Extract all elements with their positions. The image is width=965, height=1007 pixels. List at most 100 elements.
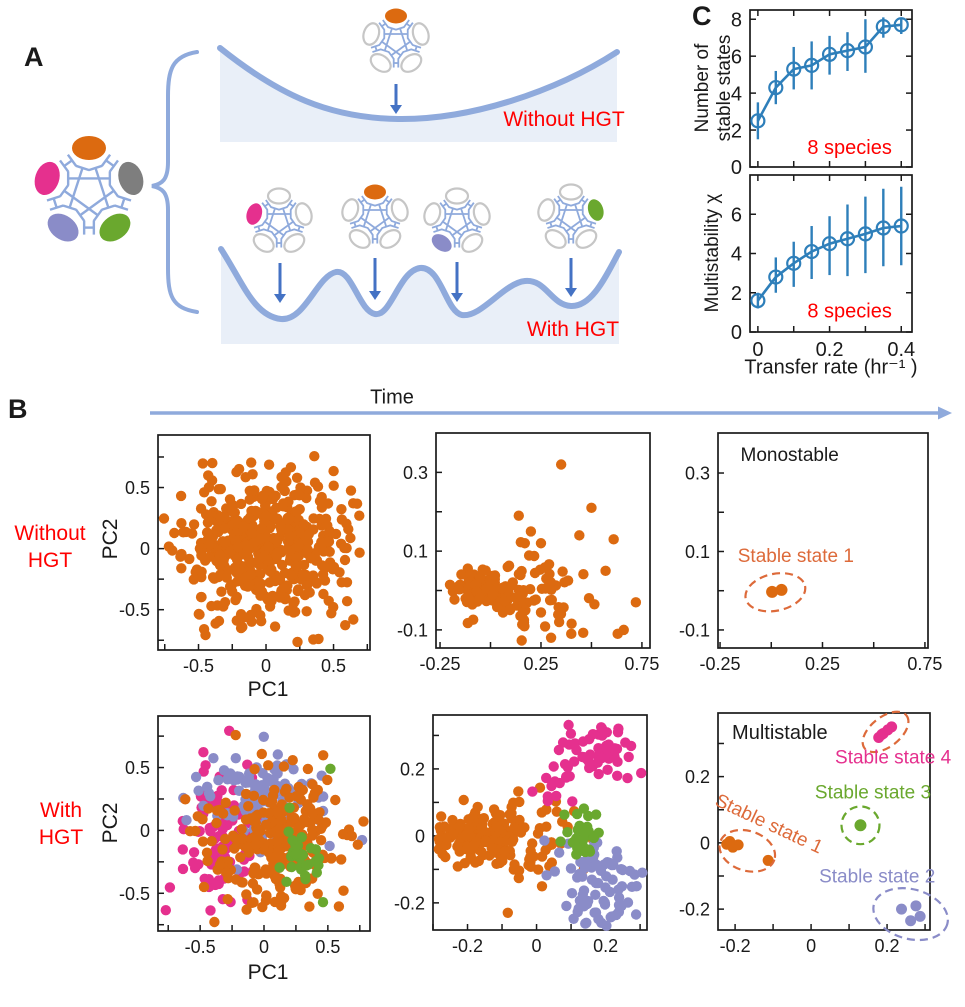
scatter-point — [220, 537, 231, 549]
scatter-point — [309, 477, 321, 488]
x-tick-label: 0.5 — [315, 937, 340, 957]
scatter-point — [540, 583, 551, 594]
scatter-point — [308, 792, 319, 803]
inhibition-edge — [390, 40, 411, 57]
scatter-point — [203, 470, 214, 481]
chart-multistability-vs-transfer-rate: 0 0.2 0.4 0 2 4 6 8 species — [731, 174, 915, 361]
inhibition-bar — [385, 213, 393, 222]
inhibition-bar — [467, 217, 475, 226]
scatter-point — [301, 547, 312, 559]
inhibition-bar — [473, 224, 483, 229]
scatter-point — [202, 517, 214, 528]
scatter-point — [612, 770, 623, 781]
inhibition-bar — [270, 231, 278, 240]
plot-frame — [157, 434, 371, 651]
species-node-purple — [47, 213, 79, 242]
scatter-point — [284, 802, 295, 813]
scatter-point — [283, 826, 294, 837]
scatter-point — [266, 564, 277, 575]
inhibition-bar — [570, 202, 580, 207]
plot-frame — [717, 712, 931, 931]
scatter-point — [236, 824, 247, 835]
data-marker — [768, 79, 784, 96]
scatter-point — [516, 565, 527, 577]
scatter-point — [219, 523, 230, 534]
scatter-point — [463, 823, 475, 834]
inhibition-bar — [59, 184, 70, 198]
scatter-point — [188, 519, 200, 530]
scatter-point — [607, 874, 618, 885]
scatter-point — [178, 527, 189, 538]
scatter-point — [243, 801, 254, 812]
brace — [151, 50, 199, 314]
scatter-point — [449, 594, 460, 605]
scatter-point — [462, 617, 473, 629]
scatter-point — [243, 544, 255, 555]
scatter-point — [506, 836, 518, 847]
scatter-point — [194, 609, 205, 620]
y-tick-label: -0.1 — [397, 620, 428, 640]
scatter-point — [563, 719, 574, 731]
y-tick-label: 0.1 — [403, 542, 428, 562]
species-node-empty — [390, 198, 409, 222]
inhibition-bar — [117, 195, 132, 202]
scatter-point — [195, 503, 207, 514]
orange-outlier-points — [513, 459, 642, 643]
scatter-point — [517, 607, 528, 619]
scatter-point — [346, 830, 357, 842]
scatter-point — [230, 729, 241, 741]
mini-network-without-hgt — [362, 8, 430, 73]
scatter-point — [260, 864, 271, 875]
scatter-point — [266, 595, 277, 607]
inhibition-edge — [79, 189, 115, 217]
scatter-point — [210, 618, 221, 629]
landscape-without-hgt-curve — [217, 45, 620, 123]
scatter-point — [557, 737, 569, 748]
scatter-point — [187, 528, 198, 539]
scatter-point — [254, 578, 265, 589]
scatter-point — [272, 749, 283, 760]
species-node-purple — [431, 234, 452, 252]
scatter-point — [593, 768, 604, 780]
stable-state-ellipse — [872, 887, 949, 942]
scatter-point — [732, 839, 744, 851]
x-tick-label: 0 — [532, 936, 542, 956]
scatter-point — [272, 768, 283, 779]
inhibition-bar — [553, 213, 561, 222]
scatter-point — [337, 829, 349, 840]
scatter-point — [270, 490, 281, 501]
scatter-point — [196, 550, 207, 561]
inhibition-bar — [285, 228, 295, 233]
scatter-point — [577, 889, 588, 900]
scatter-point — [630, 597, 642, 608]
inhibition-bar — [359, 224, 369, 229]
scatter-point — [613, 723, 624, 734]
scatter-point — [248, 790, 260, 801]
chart-pca-without-hgt-final: -0.25 0.25 0.75 0.3 0.1 -0.1 Monostable Stable … — [679, 432, 942, 674]
scatter-point — [336, 504, 347, 515]
scatter-point — [328, 465, 339, 477]
scatter-point — [326, 852, 337, 864]
scatter-point — [264, 577, 275, 588]
scatter-point — [330, 794, 341, 806]
scatter-point — [593, 913, 604, 925]
scatter-point — [230, 594, 241, 606]
row-label-line: HGT — [38, 826, 84, 849]
scatter-point — [197, 836, 209, 847]
scatter-point — [623, 751, 634, 763]
species-node-empty — [341, 198, 360, 222]
y-tick-label: 4 — [731, 83, 742, 105]
scatter-point — [195, 591, 207, 603]
scatter-point — [208, 753, 219, 764]
scatter-point — [541, 821, 552, 832]
scatter-point — [325, 763, 336, 775]
scatter-point — [221, 572, 232, 583]
data-markers — [750, 17, 909, 129]
down-arrow — [565, 258, 577, 297]
scatter-point — [453, 821, 465, 833]
species-node-gray — [118, 161, 144, 196]
inhibition-edge — [63, 189, 99, 217]
inhibition-bar — [471, 228, 481, 233]
c-xlabel: Transfer rate (hr⁻¹ ) — [744, 356, 918, 379]
scatter-point — [211, 525, 222, 536]
